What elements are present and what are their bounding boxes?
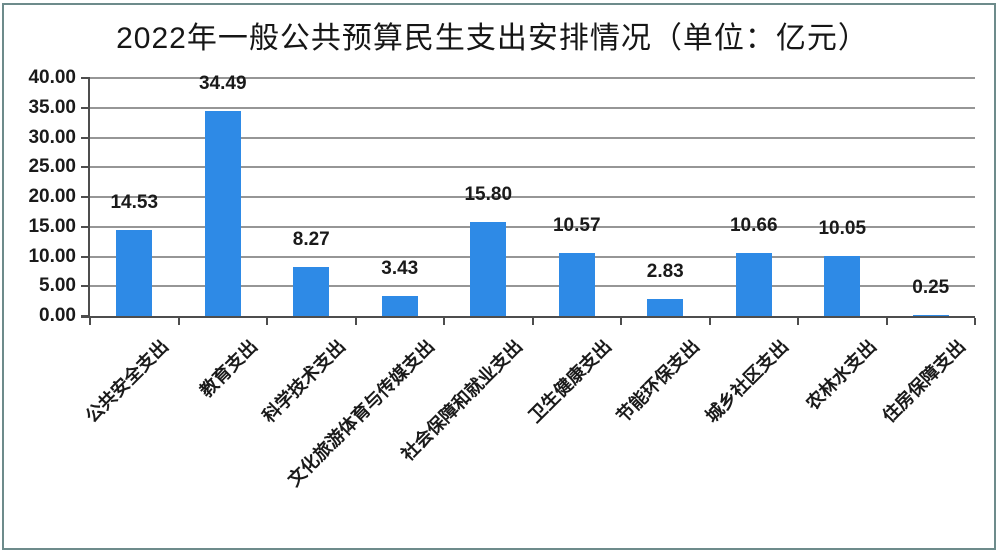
gridline (90, 77, 975, 79)
y-axis-line (88, 78, 90, 316)
gridline (90, 285, 975, 288)
chart-title: 2022年一般公共预算民生支出安排情况（单位：亿元） (116, 22, 869, 55)
bar-value-label: 34.49 (198, 72, 247, 94)
category-label: 卫生健康支出 (524, 336, 615, 427)
bar (912, 314, 949, 316)
y-tick (81, 106, 90, 109)
y-tick (81, 285, 90, 288)
y-tick-label: 10.00 (28, 245, 76, 267)
bar-value-label: 15.80 (464, 183, 513, 205)
x-tick (620, 318, 622, 325)
gridline (90, 255, 975, 258)
x-tick (797, 318, 799, 325)
y-tick (81, 166, 90, 169)
x-tick (177, 318, 180, 325)
bar (116, 229, 153, 316)
bar (381, 295, 418, 316)
bar-value-label: 10.57 (552, 215, 601, 237)
y-tick (81, 225, 90, 228)
gridline (90, 225, 975, 228)
category-label: 科学技术支出 (258, 336, 350, 427)
gridline (90, 166, 975, 169)
bar-value-label: 8.27 (292, 228, 330, 250)
y-tick (81, 196, 90, 198)
x-tick (708, 318, 711, 325)
y-tick-label: 35.00 (28, 96, 76, 118)
gridline (90, 136, 975, 139)
y-tick-label: 0.00 (39, 305, 76, 326)
bar (558, 253, 595, 316)
bar (470, 221, 507, 316)
bar-value-label: 2.83 (646, 261, 684, 283)
bar-value-label: 14.53 (110, 191, 159, 213)
y-tick-label: 15.00 (28, 215, 76, 237)
category-label: 社会保障和就业支出 (397, 336, 527, 465)
bar (824, 256, 861, 316)
bar (647, 299, 684, 316)
x-tick (885, 318, 888, 325)
x-axis-line (81, 316, 975, 318)
bar-value-label: 10.66 (729, 214, 778, 236)
y-tick-label: 20.00 (28, 186, 76, 207)
category-label: 教育支出 (195, 336, 261, 402)
bar (204, 110, 241, 316)
category-label: 城乡社区支出 (701, 336, 792, 427)
bar-value-label: 0.25 (912, 276, 950, 298)
y-tick (81, 77, 90, 79)
category-label: 节能环保支出 (612, 336, 704, 427)
bar (293, 266, 330, 316)
x-tick (354, 318, 357, 325)
x-tick (443, 318, 445, 325)
bar (735, 252, 772, 316)
x-tick (89, 318, 91, 325)
y-tick (81, 255, 90, 258)
y-tick-label: 5.00 (39, 275, 76, 297)
bar-value-label: 10.05 (818, 218, 867, 240)
x-tick (531, 318, 534, 325)
y-tick-label: 40.00 (28, 67, 76, 88)
bar-value-label: 3.43 (381, 257, 419, 279)
category-label: 文化旅游体育与传媒支出 (283, 336, 438, 491)
category-label: 住房保障支出 (878, 336, 969, 427)
y-tick-label: 30.00 (28, 126, 76, 148)
category-label: 农林水支出 (802, 336, 881, 414)
y-tick (81, 136, 90, 139)
gridline (90, 196, 975, 198)
gridline (90, 106, 975, 109)
y-tick-label: 25.00 (28, 156, 76, 178)
x-tick (266, 318, 268, 325)
x-tick (974, 318, 976, 325)
